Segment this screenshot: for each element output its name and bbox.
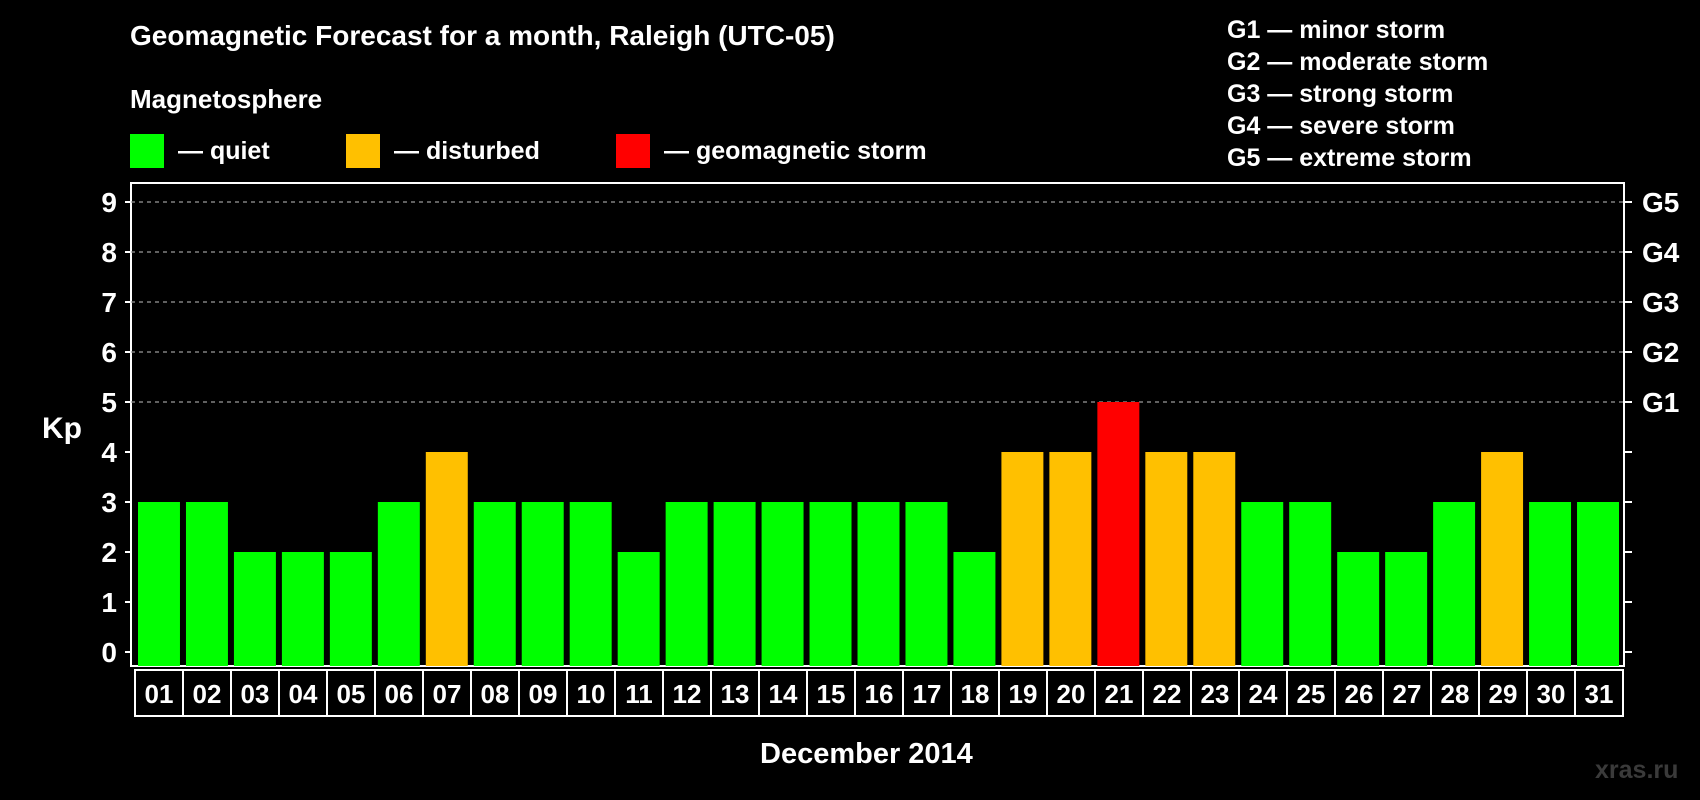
right-axis-label-g1: G1 (1642, 387, 1679, 418)
x-tick-label-02: 02 (193, 679, 222, 709)
legend-swatch-disturbed (346, 134, 380, 168)
storm-legend-g2: G2 — moderate storm (1227, 48, 1489, 76)
y-tick-label: 9 (101, 187, 117, 218)
x-tick-label-24: 24 (1249, 679, 1278, 709)
bar-12 (665, 502, 708, 666)
x-tick-label-01: 01 (145, 679, 174, 709)
bar-09 (521, 502, 564, 666)
x-tick-label-17: 17 (913, 679, 942, 709)
x-tick-label-13: 13 (721, 679, 750, 709)
legend-swatch-quiet (130, 134, 164, 168)
x-tick-label-11: 11 (625, 679, 653, 709)
storm-scale-legend: G1 — minor storm G2 — moderate storm G3 … (1227, 14, 1488, 174)
bar-16 (857, 502, 900, 666)
x-tick-label-23: 23 (1201, 679, 1230, 709)
x-tick-label-16: 16 (865, 679, 894, 709)
bar-31 (1577, 502, 1619, 666)
x-tick-label-14: 14 (769, 679, 798, 709)
legend-swatch-storm (616, 134, 650, 168)
y-tick-label: 1 (101, 587, 117, 618)
storm-legend-g1: G1 — minor storm (1227, 16, 1446, 44)
x-tick-label-05: 05 (337, 679, 366, 709)
y-tick-label: 0 (101, 637, 117, 668)
x-tick-label-10: 10 (577, 679, 606, 709)
right-axis-label-g5: G5 (1642, 187, 1679, 218)
x-tick-label-19: 19 (1009, 679, 1038, 709)
x-tick-label-04: 04 (289, 679, 318, 709)
x-tick-label-06: 06 (385, 679, 414, 709)
x-tick-label-30: 30 (1537, 679, 1566, 709)
bar-13 (713, 502, 756, 666)
y-tick-label: 4 (101, 437, 117, 468)
x-tick-label-27: 27 (1393, 679, 1422, 709)
storm-legend-g3: G3 — strong storm (1227, 80, 1454, 108)
bar-07 (425, 452, 468, 666)
x-category-row (134, 669, 1624, 717)
y-tick-label: 3 (101, 487, 117, 518)
bar-29 (1481, 452, 1524, 666)
y-tick-label: 6 (101, 337, 117, 368)
bar-30 (1529, 502, 1572, 666)
bar-04 (281, 552, 324, 666)
x-tick-label-12: 12 (673, 679, 702, 709)
bar-28 (1433, 502, 1476, 666)
x-tick-label-18: 18 (961, 679, 990, 709)
right-axis-label-g2: G2 (1642, 337, 1679, 368)
bar-02 (185, 502, 228, 666)
legend-heading: Magnetosphere (130, 84, 323, 114)
bar-05 (329, 552, 372, 666)
x-tick-label-08: 08 (481, 679, 510, 709)
storm-legend-g5: G5 — extreme storm (1227, 144, 1472, 172)
legend-label-quiet: — quiet (178, 136, 270, 165)
y-axis-label: Kp (42, 412, 82, 445)
bar-18 (953, 552, 996, 666)
bar-03 (233, 552, 276, 666)
legend-item-storm: — geomagnetic storm (616, 134, 927, 168)
right-axis-label-g4: G4 (1642, 237, 1680, 268)
y-tick-label: 7 (101, 287, 117, 318)
bar-14 (761, 502, 804, 666)
x-tick-label-28: 28 (1441, 679, 1470, 709)
x-axis-label: December 2014 (760, 738, 973, 770)
y-tick-label: 8 (101, 237, 117, 268)
bar-06 (377, 502, 420, 666)
x-tick-label-09: 09 (529, 679, 558, 709)
x-tick-label-21: 21 (1105, 679, 1134, 709)
bar-24 (1241, 502, 1284, 666)
legend-label-storm: — geomagnetic storm (664, 136, 927, 165)
y-tick-label: 5 (101, 387, 117, 418)
bar-10 (569, 502, 612, 666)
bar-08 (473, 502, 516, 666)
bar-26 (1337, 552, 1380, 666)
x-tick-label-15: 15 (817, 679, 846, 709)
bar-23 (1193, 452, 1236, 666)
x-tick-label-07: 07 (433, 679, 462, 709)
legend-label-disturbed: — disturbed (394, 136, 540, 165)
bar-15 (809, 502, 852, 666)
bar-20 (1049, 452, 1092, 666)
bar-11 (617, 552, 660, 666)
watermark: xras.ru (1595, 756, 1679, 784)
bar-22 (1145, 452, 1188, 666)
bar-19 (1001, 452, 1044, 666)
bar-21 (1097, 402, 1140, 666)
bar-25 (1289, 502, 1332, 666)
legend-item-quiet: — quiet (130, 134, 270, 168)
x-tick-label-22: 22 (1153, 679, 1182, 709)
x-tick-label-29: 29 (1489, 679, 1518, 709)
x-tick-label-31: 31 (1585, 679, 1614, 709)
bar-01 (138, 502, 180, 666)
x-tick-label-26: 26 (1345, 679, 1374, 709)
x-tick-label-20: 20 (1057, 679, 1086, 709)
legend-item-disturbed: — disturbed (346, 134, 540, 168)
right-axis-label-g3: G3 (1642, 287, 1679, 318)
x-tick-label-25: 25 (1297, 679, 1326, 709)
bar-27 (1385, 552, 1428, 666)
y-tick-label: 2 (101, 537, 117, 568)
x-tick-label-03: 03 (241, 679, 270, 709)
chart-title: Geomagnetic Forecast for a month, Raleig… (130, 20, 835, 51)
bar-17 (905, 502, 948, 666)
storm-legend-g4: G4 — severe storm (1227, 112, 1455, 140)
